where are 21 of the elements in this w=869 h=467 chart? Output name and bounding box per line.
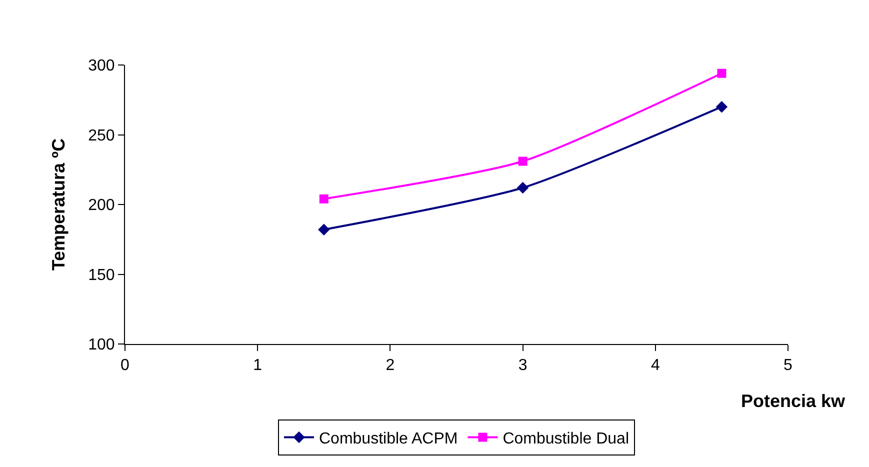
y-tick-label: 300	[88, 58, 115, 75]
y-tick-label: 200	[88, 197, 115, 214]
legend-label: Combustible Dual	[502, 430, 629, 448]
x-tick-label: 0	[120, 357, 130, 374]
x-tick-label: 3	[518, 357, 528, 374]
x-axis-title: Potencia kw	[741, 391, 846, 411]
point	[318, 224, 330, 236]
point	[717, 68, 726, 78]
point	[716, 101, 728, 113]
legend-label: Combustible ACPM	[319, 430, 458, 448]
point	[319, 194, 328, 204]
point	[518, 156, 528, 166]
point	[516, 182, 529, 194]
y-tick-label: 150	[88, 266, 115, 284]
x-tick-label: 4	[650, 357, 660, 374]
y-tick-label: 100	[88, 336, 115, 354]
x-tick-label: 5	[784, 357, 793, 374]
y-axis-title: Temperatura ºC	[48, 138, 68, 271]
x-tick-label: 2	[386, 357, 395, 374]
y-tick-label: 250	[88, 127, 115, 144]
x-tick-label: 1	[253, 357, 262, 374]
